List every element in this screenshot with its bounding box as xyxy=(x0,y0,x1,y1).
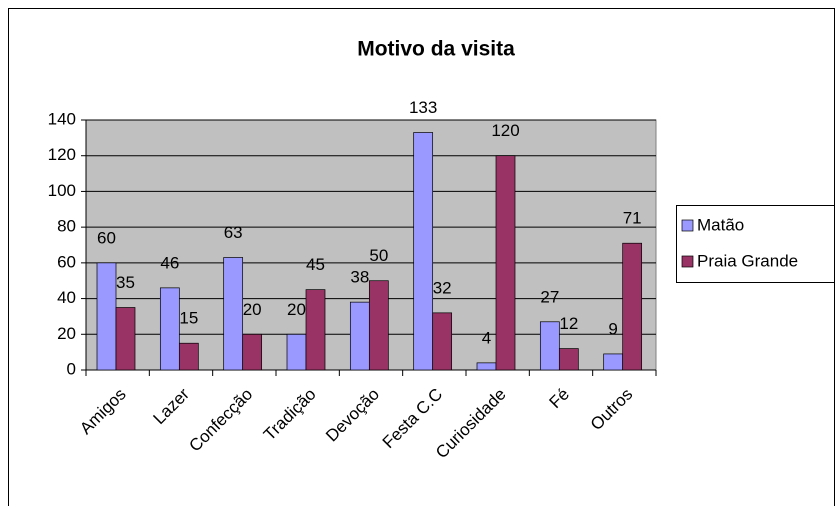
data-label: 9 xyxy=(608,319,617,338)
data-label: 27 xyxy=(540,287,559,306)
legend-swatch xyxy=(681,255,694,268)
data-label: 15 xyxy=(179,309,198,328)
data-label: 45 xyxy=(306,255,325,274)
data-label: 35 xyxy=(116,273,135,292)
data-label: 12 xyxy=(559,314,578,333)
y-tick-label: 140 xyxy=(48,109,76,128)
bar xyxy=(305,289,326,371)
y-tick-label: 60 xyxy=(57,252,76,271)
bar xyxy=(178,342,199,371)
bar xyxy=(413,132,434,371)
legend-label: Praia Grande xyxy=(697,251,798,270)
legend-label: Matão xyxy=(697,215,744,234)
y-tick-label: 20 xyxy=(57,324,76,343)
bar xyxy=(286,333,307,371)
y-tick-label: 40 xyxy=(57,288,76,307)
legend-box xyxy=(676,205,835,283)
y-tick-label: 120 xyxy=(48,145,76,164)
bar xyxy=(622,242,643,371)
bar xyxy=(242,333,263,371)
bar xyxy=(223,257,244,371)
data-label: 46 xyxy=(160,253,179,272)
data-label: 4 xyxy=(482,328,491,347)
bar xyxy=(539,321,560,371)
bar xyxy=(115,307,136,371)
y-tick-label: 80 xyxy=(57,217,76,236)
data-label: 32 xyxy=(433,278,452,297)
bar xyxy=(159,287,180,371)
data-label: 71 xyxy=(623,209,642,228)
bar xyxy=(476,362,497,371)
data-label: 63 xyxy=(224,223,243,242)
bar xyxy=(96,262,117,371)
bar xyxy=(495,155,516,371)
chart-title: Motivo da visita xyxy=(357,38,515,61)
bar xyxy=(432,312,453,371)
y-tick-label: 100 xyxy=(48,181,76,200)
data-label: 38 xyxy=(350,268,369,287)
data-label: 120 xyxy=(491,121,519,140)
legend-swatch xyxy=(681,219,694,232)
data-label: 20 xyxy=(287,300,306,319)
data-label: 20 xyxy=(243,300,262,319)
data-label: 50 xyxy=(369,246,388,265)
bar xyxy=(368,280,389,371)
bar xyxy=(558,348,579,371)
y-tick-label: 0 xyxy=(67,359,76,378)
data-label: 60 xyxy=(97,228,116,247)
data-label: 133 xyxy=(409,98,437,117)
bar xyxy=(603,353,624,371)
bar xyxy=(349,301,370,371)
